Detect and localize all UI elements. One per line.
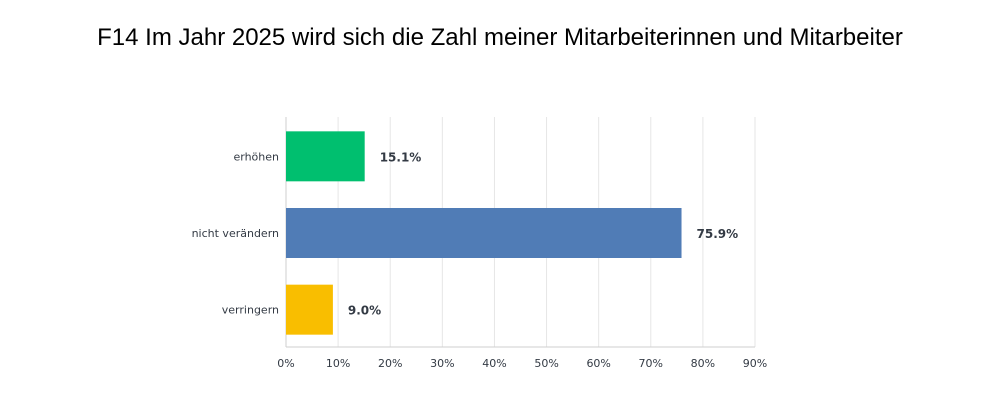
- value-label: 15.1%: [380, 150, 422, 164]
- category-label: erhöhen: [233, 150, 279, 163]
- x-tick-label: 80%: [691, 357, 715, 370]
- x-tick-label: 70%: [639, 357, 663, 370]
- value-label: 75.9%: [697, 227, 739, 241]
- bar-verringern: [286, 284, 333, 335]
- bar-erhöhen: [286, 131, 365, 182]
- x-tick-label: 90%: [743, 357, 767, 370]
- x-tick-label: 10%: [326, 357, 350, 370]
- x-tick-label: 20%: [378, 357, 402, 370]
- x-tick-label: 60%: [586, 357, 610, 370]
- x-tick-label: 50%: [534, 357, 558, 370]
- chart-title: F14 Im Jahr 2025 wird sich die Zahl mein…: [97, 24, 903, 51]
- bar-nicht-verändern: [286, 208, 682, 258]
- x-tick-label: 0%: [277, 357, 294, 370]
- x-tick-label: 40%: [482, 357, 506, 370]
- x-tick-label: 30%: [430, 357, 454, 370]
- value-label: 9.0%: [348, 304, 381, 318]
- category-label: verringern: [222, 304, 279, 317]
- category-label: nicht verändern: [192, 227, 279, 240]
